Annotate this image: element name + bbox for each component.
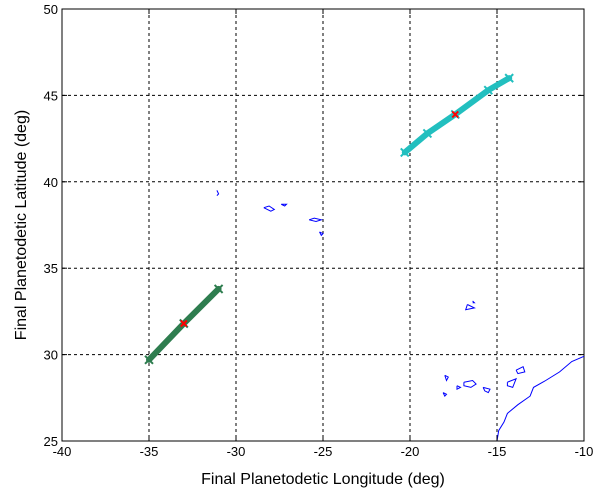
coastline-path	[482, 386, 491, 394]
x-axis-label: Final Planetodetic Longitude (deg)	[201, 471, 445, 488]
y-tick-label: 45	[44, 88, 58, 103]
scatter-point	[504, 73, 514, 83]
coastline-path	[216, 190, 220, 196]
coastline-path	[444, 374, 449, 382]
coastline-path	[319, 231, 324, 237]
x-tick-label: -40	[53, 444, 72, 459]
x-tick-label: -20	[401, 444, 420, 459]
scatter-point	[400, 147, 410, 158]
center-marker	[451, 110, 459, 119]
coastline-path	[515, 365, 526, 375]
coastline-path	[506, 377, 517, 389]
y-tick-label: 30	[44, 348, 58, 363]
y-tick-label: 40	[44, 175, 58, 190]
coastline	[216, 190, 585, 442]
coastline-path	[442, 392, 448, 397]
scatter-point	[422, 128, 433, 139]
x-tick-label: -30	[227, 444, 246, 459]
scatter-point	[144, 355, 154, 365]
x-tick-label: -25	[314, 444, 333, 459]
coastline-path	[263, 205, 276, 212]
coastline-path	[308, 217, 324, 223]
y-tick-label: 25	[44, 434, 58, 449]
y-tick-label: 35	[44, 261, 58, 276]
x-tick-label: -10	[575, 444, 594, 459]
center-markers	[180, 110, 459, 328]
coastline-path	[496, 355, 585, 442]
coastline-path	[464, 304, 476, 311]
scatter-point	[483, 85, 494, 95]
y-tick-label: 50	[44, 2, 58, 17]
scatter-point	[213, 284, 224, 294]
y-axis-label: Final Planetodetic Latitude (deg)	[13, 110, 30, 340]
coastline-path	[463, 379, 477, 388]
coastline-path	[456, 385, 462, 391]
x-tick-label: -15	[488, 444, 507, 459]
grid	[62, 9, 584, 441]
coastline-path	[472, 300, 476, 304]
axis-ticks: -40 -35 -30 -25 -20 -15 -10 25 30 35 40 45 50	[44, 2, 594, 459]
coastline-path	[280, 203, 288, 207]
x-tick-label: -35	[140, 444, 159, 459]
center-marker	[180, 319, 188, 328]
